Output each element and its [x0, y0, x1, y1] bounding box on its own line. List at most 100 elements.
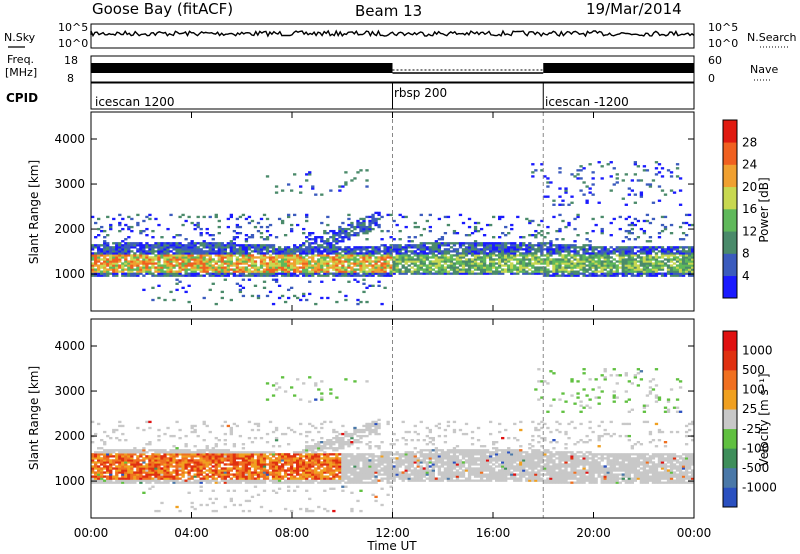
power-data-cell: [118, 264, 122, 267]
vel-data-cell: [127, 477, 131, 480]
power-data-cell: [404, 254, 408, 257]
vel-data-cell: [293, 459, 297, 462]
power-data-cell: [600, 250, 604, 253]
vel-data-cell: [232, 463, 237, 466]
power-data-cell: [452, 248, 457, 251]
power-data-cell: [365, 266, 369, 269]
power-data-cell: [549, 260, 553, 263]
power-data-cell: [302, 231, 306, 235]
power-data-cell: [314, 302, 318, 306]
vel-data-cell: [109, 465, 113, 468]
power-data-cell: [413, 246, 417, 249]
vel-data-cell: [178, 473, 182, 476]
power-data-cell: [238, 250, 243, 253]
vel-data-cell: [283, 471, 288, 474]
power-data-cell: [636, 260, 641, 263]
vel-data-cell: [100, 461, 104, 464]
vel-data-cell: [241, 469, 246, 472]
power-data-cell: [624, 260, 628, 263]
power-data-cell: [238, 254, 243, 257]
vel-data-cell: [259, 467, 264, 470]
power-data-cell: [407, 260, 411, 263]
power-data-cell: [567, 258, 571, 261]
vel-data-cell: [314, 453, 318, 456]
vel-data-cell: [247, 509, 252, 513]
vel-data-cell: [100, 471, 104, 474]
power-data-cell: [157, 256, 161, 259]
vel-data-cell: [163, 463, 167, 466]
power-data-cell: [395, 258, 399, 261]
power-data-cell: [473, 246, 478, 249]
power-data-cell: [383, 270, 387, 273]
power-data-cell: [630, 248, 634, 251]
vel-data-cell: [175, 475, 179, 478]
power-data-cell: [326, 266, 330, 269]
vel-data-cell: [166, 461, 170, 464]
power-data-cell: [208, 254, 212, 257]
power-data-cell: [678, 258, 683, 261]
vel-data-cell: [118, 449, 122, 452]
vel-data-cell: [193, 473, 197, 476]
power-data-cell: [380, 270, 384, 273]
power-data-cell: [681, 270, 686, 273]
power-data-cell: [265, 236, 270, 239]
vel-data-cell: [253, 469, 258, 472]
power-data-cell: [202, 246, 206, 249]
power-data-cell: [621, 250, 625, 253]
vel-data-cell: [286, 457, 291, 460]
power-data-cell: [534, 252, 538, 255]
power-data-cell: [479, 270, 484, 273]
vel-data-cell: [271, 453, 276, 456]
vel-data-cell: [293, 430, 297, 434]
vel-data-cell: [250, 465, 255, 468]
power-data-cell: [585, 244, 589, 247]
power-data-cell: [666, 270, 671, 273]
power-data-cell: [145, 266, 149, 269]
vel-data-cell: [256, 453, 261, 456]
power-data-cell: [452, 254, 457, 257]
power-data-cell: [501, 270, 505, 273]
power-data-cell: [274, 248, 279, 251]
power-data-cell: [485, 252, 490, 255]
power-data-cell: [103, 248, 107, 251]
power-data-cell: [579, 264, 583, 267]
power-data-cell: [106, 252, 110, 255]
power-data-cell: [178, 272, 182, 275]
power-data-cell: [181, 244, 185, 247]
power-data-cell: [317, 272, 321, 275]
power-data-cell: [283, 256, 288, 259]
power-data-cell: [103, 274, 107, 277]
power-data-cell: [591, 183, 595, 186]
vel-data-cell: [262, 473, 267, 476]
vel-data-cell: [247, 451, 252, 454]
power-data-cell: [299, 246, 303, 249]
power-data-cell: [401, 252, 405, 255]
power-data-cell: [657, 185, 662, 188]
power-data-cell: [609, 175, 613, 178]
power-data-cell: [534, 254, 538, 257]
vel-data-cell: [302, 465, 306, 468]
power-data-cell: [455, 268, 460, 271]
power-data-cell: [283, 270, 288, 273]
power-data-cell: [166, 250, 170, 253]
power-data-cell: [238, 231, 243, 235]
power-data-cell: [540, 244, 544, 247]
power-data-cell: [461, 272, 466, 275]
power-data-cell: [130, 244, 134, 247]
power-data-cell: [280, 274, 285, 277]
power-data-cell: [371, 248, 375, 251]
vel-data-cell: [196, 473, 200, 476]
power-data-cell: [259, 260, 264, 263]
power-data-cell: [250, 250, 255, 253]
power-data-cell: [208, 260, 212, 263]
power-data-cell: [359, 260, 363, 263]
power-data-cell: [332, 278, 336, 281]
power-data-cell: [359, 217, 363, 221]
power-data-cell: [121, 227, 125, 231]
power-data-cell: [507, 252, 511, 255]
power-data-cell: [594, 254, 598, 257]
vel-data-cell: [136, 457, 140, 460]
power-data-cell: [139, 231, 143, 235]
power-data-cell: [283, 300, 288, 304]
vel-data-cell: [326, 481, 330, 484]
